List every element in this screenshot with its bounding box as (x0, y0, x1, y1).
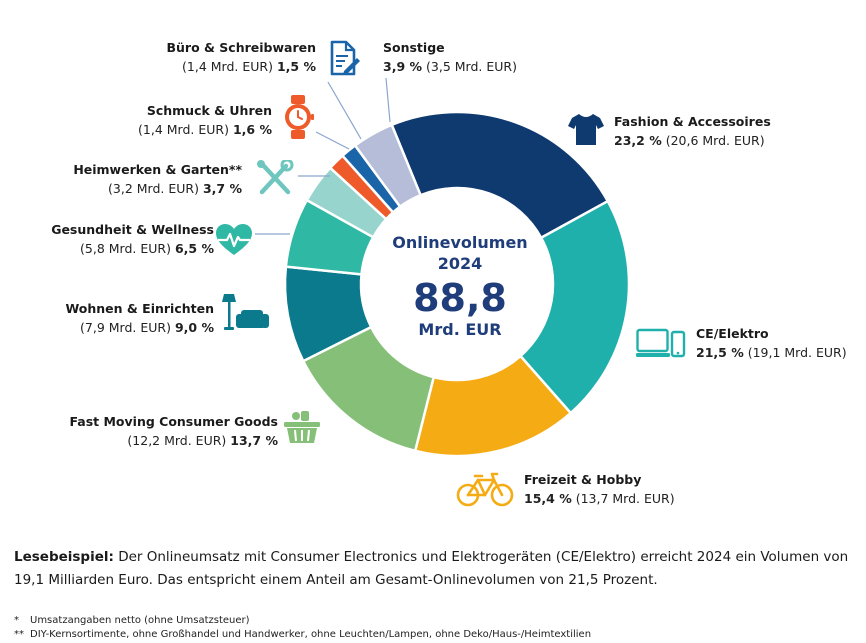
slice-ce-elektro (518, 199, 631, 415)
donut-chart (255, 77, 631, 458)
footnote-2: ** DIY-Kernsortimente, ohne Großhandel un… (14, 629, 592, 640)
label-wohnen: Wohnen & Einrichten (7,9 Mrd. EUR) 9,0 % (65, 301, 214, 335)
center-year: 2024 (437, 254, 483, 273)
reading-example-text: Der Onlineumsatz mit Consumer Electronic… (14, 549, 849, 588)
label-fmcg: Fast Moving Consumer Goods (12,2 Mrd. EU… (69, 414, 278, 448)
reading-example-lead: Lesebeispiel: (14, 549, 114, 565)
tools-icon (257, 160, 294, 195)
center-value: 88,8 (413, 276, 507, 320)
label-ce-elektro: CE/Elektro 21,5 % (19,1 Mrd. EUR) (696, 326, 847, 360)
watch-icon (285, 95, 314, 139)
sofa-lamp-icon (222, 294, 269, 330)
bicycle-icon (456, 472, 514, 507)
document-pen-icon (330, 40, 360, 76)
center-title: Onlinevolumen (392, 233, 528, 252)
slice-fashion-accessoires (390, 110, 610, 240)
center-unit: Mrd. EUR (418, 320, 502, 339)
footnote-1: * Umsatzangaben netto (ohne Umsatzsteuer) (14, 615, 250, 626)
reading-example: Lesebeispiel: Der Onlineumsatz mit Consu… (14, 546, 854, 592)
label-fashion: Fashion & Accessoires 23,2 % (20,6 Mrd. … (614, 114, 771, 148)
tshirt-icon (568, 114, 604, 145)
donut-center: Onlinevolumen 2024 88,8 Mrd. EUR (360, 232, 560, 340)
label-schmuck: Schmuck & Uhren (1,4 Mrd. EUR) 1,6 % (138, 103, 272, 137)
label-heimwerken: Heimwerken & Garten** (3,2 Mrd. EUR) 3,7… (73, 162, 242, 196)
heart-pulse-icon (216, 224, 252, 255)
leader-line-schmuck (315, 131, 350, 150)
devices-icon (636, 328, 686, 358)
label-gesundheit: Gesundheit & Wellness (5,8 Mrd. EUR) 6,5… (51, 222, 214, 256)
label-buero: Büro & Schreibwaren (1,4 Mrd. EUR) 1,5 % (166, 40, 317, 74)
slice-sonstige (353, 123, 423, 209)
label-sonstige: Sonstige 3,9 % (3,5 Mrd. EUR) (383, 40, 517, 74)
label-freizeit: Freizeit & Hobby 15,4 % (13,7 Mrd. EUR) (524, 472, 675, 506)
basket-icon (284, 411, 320, 443)
leader-line-buero (327, 81, 362, 140)
leader-line-sonstige (385, 77, 391, 123)
